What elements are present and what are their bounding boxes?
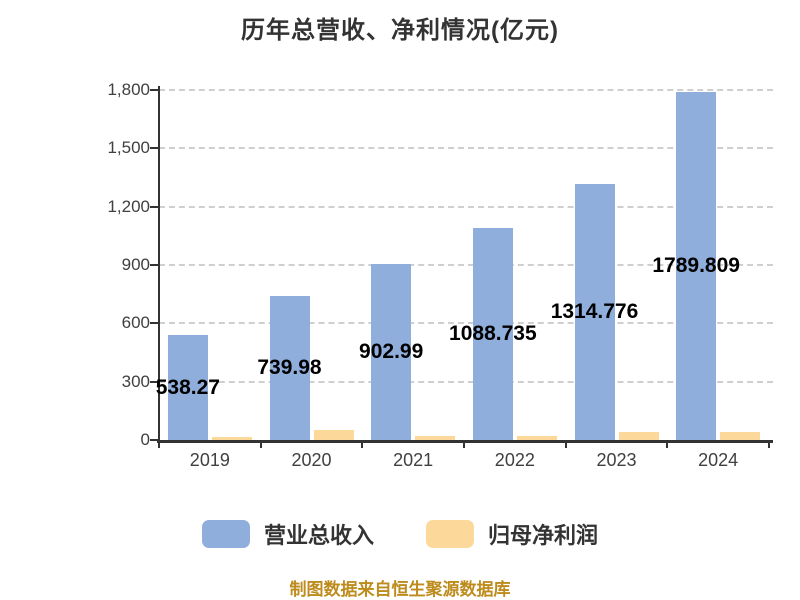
x-tick-mark-2 [361,440,364,448]
gridline-1,800 [159,89,773,91]
y-tick-label-0: 0 [140,430,150,449]
y-tick-mark-300 [150,380,158,383]
bar-revenue-2023[interactable] [574,184,615,440]
x-tick-mark-6 [768,440,770,448]
x-axis-label-2024: 2024 [698,450,739,470]
net-profit-legend-label: 归母净利润 [488,523,599,548]
x-axis-label-2023: 2023 [596,450,637,470]
bar-revenue-2022[interactable] [472,228,513,440]
data-source-credit: 制图数据来自恒生聚源数据库 [289,580,511,599]
data-label-2023: 1314.776 [550,300,639,324]
x-tick-mark-1 [259,440,262,448]
net-profit-legend-swatch [426,520,474,548]
bar-revenue-2024[interactable] [676,91,717,440]
y-tick-label-1,200: 1,200 [107,196,150,216]
revenue-legend-swatch [201,520,250,548]
y-tick-mark-1,200 [150,205,158,208]
gridline-1,200 [159,205,773,208]
bar-net-profit-2021[interactable] [415,435,456,440]
bar-net-profit-2020[interactable] [313,429,354,440]
plot-area: 1,800 1,500 1,200 900 600 300 0 2019 2020 2021 20… [107,80,773,470]
x-axis-line [157,440,773,443]
gridline-1,500 [159,147,773,150]
y-tick-label-900: 900 [121,255,150,274]
bar-revenue-2020[interactable] [269,296,310,440]
data-label-2021: 902.99 [359,340,424,364]
legend: 营业总收入 归母净利润 [0,518,800,550]
y-tick-label-600: 600 [121,313,150,333]
y-tick-label-1,500: 1,500 [107,138,150,158]
bar-net-profit-2023[interactable] [618,432,659,440]
x-axis-label-2022: 2022 [494,450,535,470]
x-axis-label-2020: 2020 [291,450,332,470]
legend-item-net-profit[interactable]: 归母净利润 [426,518,598,550]
bar-net-profit-2022[interactable] [516,436,557,440]
x-axis-label-2021: 2021 [393,450,434,470]
y-tick-mark-1,500 [150,147,158,150]
y-tick-mark-0 [150,439,158,441]
x-tick-mark-3 [463,440,465,448]
bar-net-profit-2024[interactable] [720,431,761,440]
data-label-2020: 739.98 [257,356,322,380]
x-axis-label-2019: 2019 [189,450,230,470]
bar-net-profit-2019[interactable] [211,436,252,440]
x-tick-mark-0 [158,440,160,448]
y-axis-line [158,86,160,443]
y-tick-label-1,800: 1,800 [107,80,150,99]
gridline-600 [159,322,773,325]
bar-revenue-2021[interactable] [371,264,412,440]
y-tick-label-300: 300 [121,371,150,391]
x-tick-mark-5 [666,440,669,448]
gridline-300 [159,380,773,383]
y-tick-mark-600 [150,322,158,325]
bar-revenue-2019[interactable] [167,335,208,440]
chart-title: 历年总营收、净利情况(亿元) [241,17,559,44]
data-label-2019: 538.27 [155,375,220,399]
revenue-legend-label: 营业总收入 [263,523,374,548]
gridline-900 [159,264,773,266]
legend-item-revenue[interactable]: 营业总收入 [201,518,374,550]
y-tick-mark-1,800 [150,89,158,91]
y-tick-mark-900 [150,264,158,266]
data-label-2024: 1789.809 [652,253,740,277]
data-label-2022: 1088.735 [449,322,537,346]
x-tick-mark-4 [564,440,567,448]
